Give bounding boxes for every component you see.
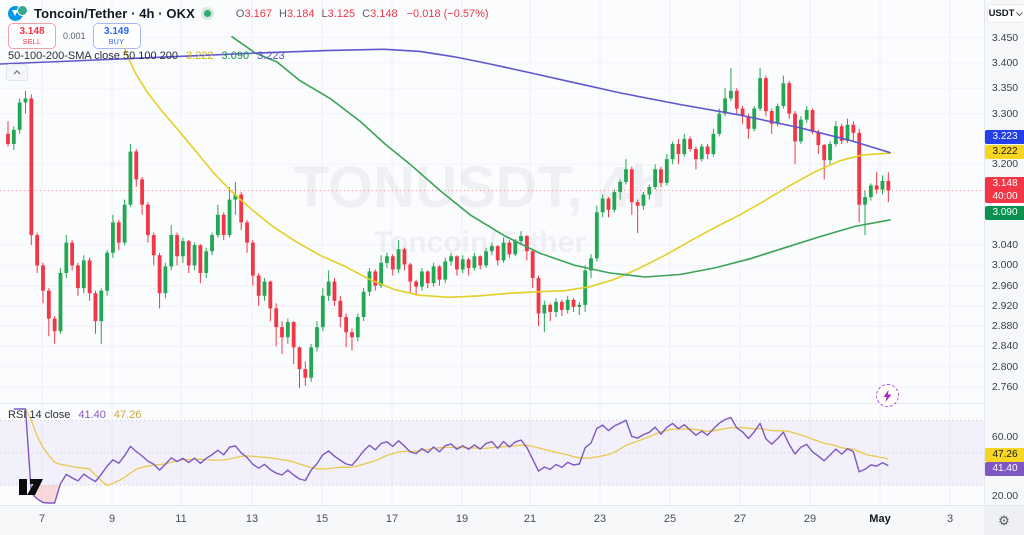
rsi-legend-title: RSI 14 close (8, 409, 71, 421)
tradingview-logo-icon[interactable] (17, 477, 53, 497)
svg-text:Toncoin/Tether: Toncoin/Tether (374, 226, 587, 259)
time-tick-label: 15 (315, 513, 329, 525)
time-tick-label: May (869, 513, 891, 525)
spread-value: 0.001 (63, 31, 86, 41)
rsi-tick-label: 60.00 (991, 430, 1019, 443)
time-tick-label: 13 (245, 513, 259, 525)
price-tick-label: 2.920 (991, 299, 1019, 312)
price-tick-label: 2.880 (991, 320, 1019, 333)
price-tick-label: 2.800 (991, 360, 1019, 373)
symbol-title[interactable]: Toncoin/Tether · 4h · OKX (34, 6, 195, 21)
high-label: H (279, 7, 287, 20)
sma100-value: 3.090 (221, 50, 250, 62)
time-tick-label: 3 (946, 513, 954, 525)
time-tick-label: 21 (523, 513, 537, 525)
bar-countdown: 40:00 (992, 191, 1018, 202)
time-tick-label: 7 (38, 513, 46, 525)
price-tick-label: 3.000 (991, 259, 1019, 272)
high-value: 3.184 (286, 7, 315, 20)
buy-button[interactable]: 3.149 BUY (92, 23, 141, 49)
sma-indicator-legend[interactable]: 50-100-200-SMA close 50 100 200 3.222 3.… (8, 50, 285, 62)
sma200-value: 3.223 (257, 50, 285, 62)
chart-svg: TONUSDT, 4h Toncoin/Tether (0, 0, 984, 505)
rsi-tick-label: 20.00 (991, 490, 1019, 502)
open-value: 3.167 (244, 7, 272, 20)
buy-price: 3.149 (104, 25, 130, 37)
low-value: 3.125 (327, 7, 356, 20)
time-tick-label: 29 (803, 513, 817, 525)
gear-icon[interactable]: ⚙ (984, 506, 1024, 535)
rsi-ma-chip: 47.26 (985, 448, 1024, 462)
price-tick-label: 2.840 (991, 340, 1019, 353)
rsi-indicator-legend[interactable]: RSI 14 close 41.40 47.26 (8, 409, 141, 421)
sma50-value: 3.222 (186, 50, 214, 62)
price-tick-label: 3.400 (991, 57, 1019, 69)
lightning-icon (883, 389, 892, 402)
price-tick-label: 3.350 (991, 82, 1019, 95)
chevron-down-icon (1016, 11, 1024, 16)
low-label: L (321, 7, 328, 20)
price-tick-label: 3.040 (991, 239, 1019, 252)
rsi-ma-value: 47.26 (113, 409, 142, 421)
rsi-value: 41.40 (78, 409, 106, 421)
buy-label: BUY (108, 38, 125, 46)
currency-selector[interactable]: USDT (987, 4, 1024, 23)
last-price-value: 3.148 (992, 178, 1018, 189)
time-tick-label: 27 (733, 513, 747, 525)
price-tick-label: 2.960 (991, 279, 1019, 292)
quick-trade-button[interactable] (876, 384, 899, 407)
time-tick-label: 17 (385, 513, 399, 525)
time-tick-label: 25 (663, 513, 677, 525)
time-axis[interactable]: ⚙ 7 9 11 13 15 17 19 21 23 25 27 29 May 3 (0, 505, 1024, 535)
price-tick-label: 3.300 (991, 107, 1019, 120)
sma50-price-chip: 3.222 (985, 145, 1024, 159)
sma200-price-chip: 3.223 (985, 130, 1024, 144)
currency-label: USDT (988, 8, 1015, 19)
rsi-chip: 41.40 (985, 462, 1024, 476)
sell-price: 3.148 (19, 25, 45, 37)
price-axis[interactable]: USDT 3.223 3.222 3.148 40:00 3.090 47.26… (984, 0, 1024, 505)
collapse-pane-button[interactable] (6, 64, 28, 81)
change-value: −0.018 (−0.57%) (406, 7, 489, 20)
ohlc-readout: O3.167 H3.184 L3.125 C3.148 −0.018 (−0.5… (236, 8, 489, 20)
chevron-up-icon (13, 70, 21, 75)
close-value: 3.148 (370, 7, 398, 20)
time-tick-label: 23 (593, 513, 607, 525)
chart-canvas[interactable]: TONUSDT, 4h Toncoin/Tether (0, 0, 984, 505)
price-tick-label: 3.450 (991, 31, 1019, 44)
market-status-icon[interactable] (200, 7, 214, 20)
sell-button[interactable]: 3.148 SELL (8, 23, 56, 49)
open-label: O (235, 7, 245, 20)
time-tick-label: 19 (455, 513, 469, 525)
svg-text:TONUSDT, 4h: TONUSDT, 4h (294, 155, 667, 220)
price-tick-label: 3.200 (991, 158, 1019, 171)
sma-legend-title: 50-100-200-SMA close 50 100 200 (8, 50, 179, 62)
time-tick-label: 11 (175, 513, 187, 525)
pair-logo-icon (8, 5, 28, 22)
close-label: C (362, 7, 371, 20)
last-price-chip: 3.148 40:00 (985, 177, 1024, 203)
pane-separator[interactable] (0, 403, 1024, 404)
sell-label: SELL (22, 38, 42, 46)
time-tick-label: 9 (108, 513, 116, 525)
price-tick-label: 2.760 (991, 380, 1019, 393)
sma100-price-chip: 3.090 (985, 206, 1024, 220)
